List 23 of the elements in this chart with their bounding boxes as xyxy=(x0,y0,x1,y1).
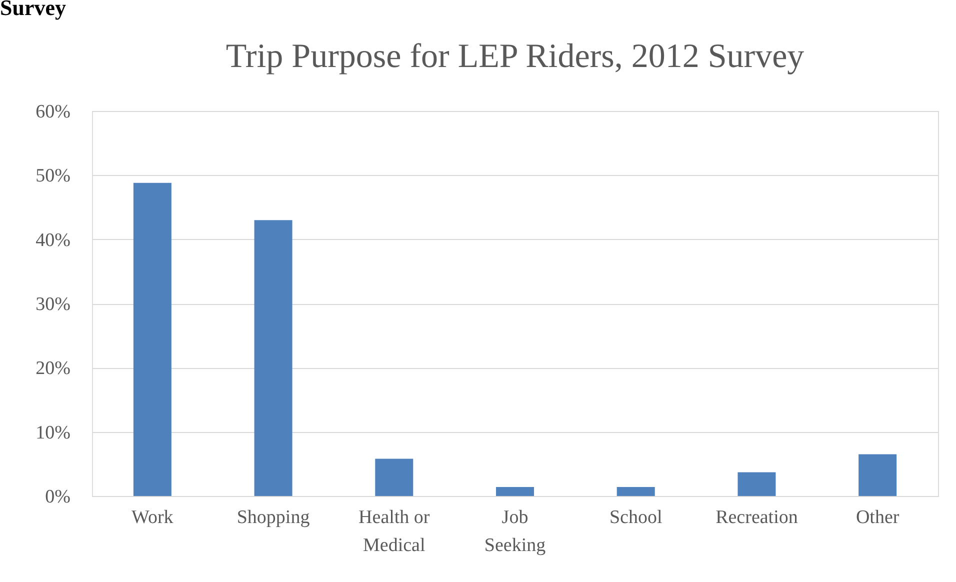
y-tick-label: 30% xyxy=(36,294,71,315)
y-tick-label: 20% xyxy=(36,358,71,380)
x-tick-label: Health or Medical xyxy=(358,507,430,556)
chart-title: Trip Purpose for LEP Riders, 2012 Survey xyxy=(226,38,804,75)
x-tick-label: Recreation xyxy=(716,507,798,528)
bar xyxy=(496,487,534,496)
y-tick-label: 40% xyxy=(36,230,71,251)
y-tick-label: 60% xyxy=(36,102,71,122)
x-tick-label: Work xyxy=(132,507,174,528)
bar xyxy=(616,487,655,496)
bar xyxy=(133,182,172,496)
bar xyxy=(375,458,414,496)
bar xyxy=(254,220,292,496)
bar xyxy=(858,454,897,496)
text: Survey xyxy=(0,0,66,20)
y-tick-label: 50% xyxy=(36,166,71,187)
y-tick-label: 10% xyxy=(36,422,71,444)
bar xyxy=(738,472,776,496)
x-tick-label: Shopping xyxy=(236,507,310,528)
x-tick-label: Job Seeking xyxy=(484,507,546,556)
x-tick-label: School xyxy=(609,507,662,528)
x-tick-label: Other xyxy=(856,507,900,528)
y-tick-label: 0% xyxy=(45,486,71,508)
